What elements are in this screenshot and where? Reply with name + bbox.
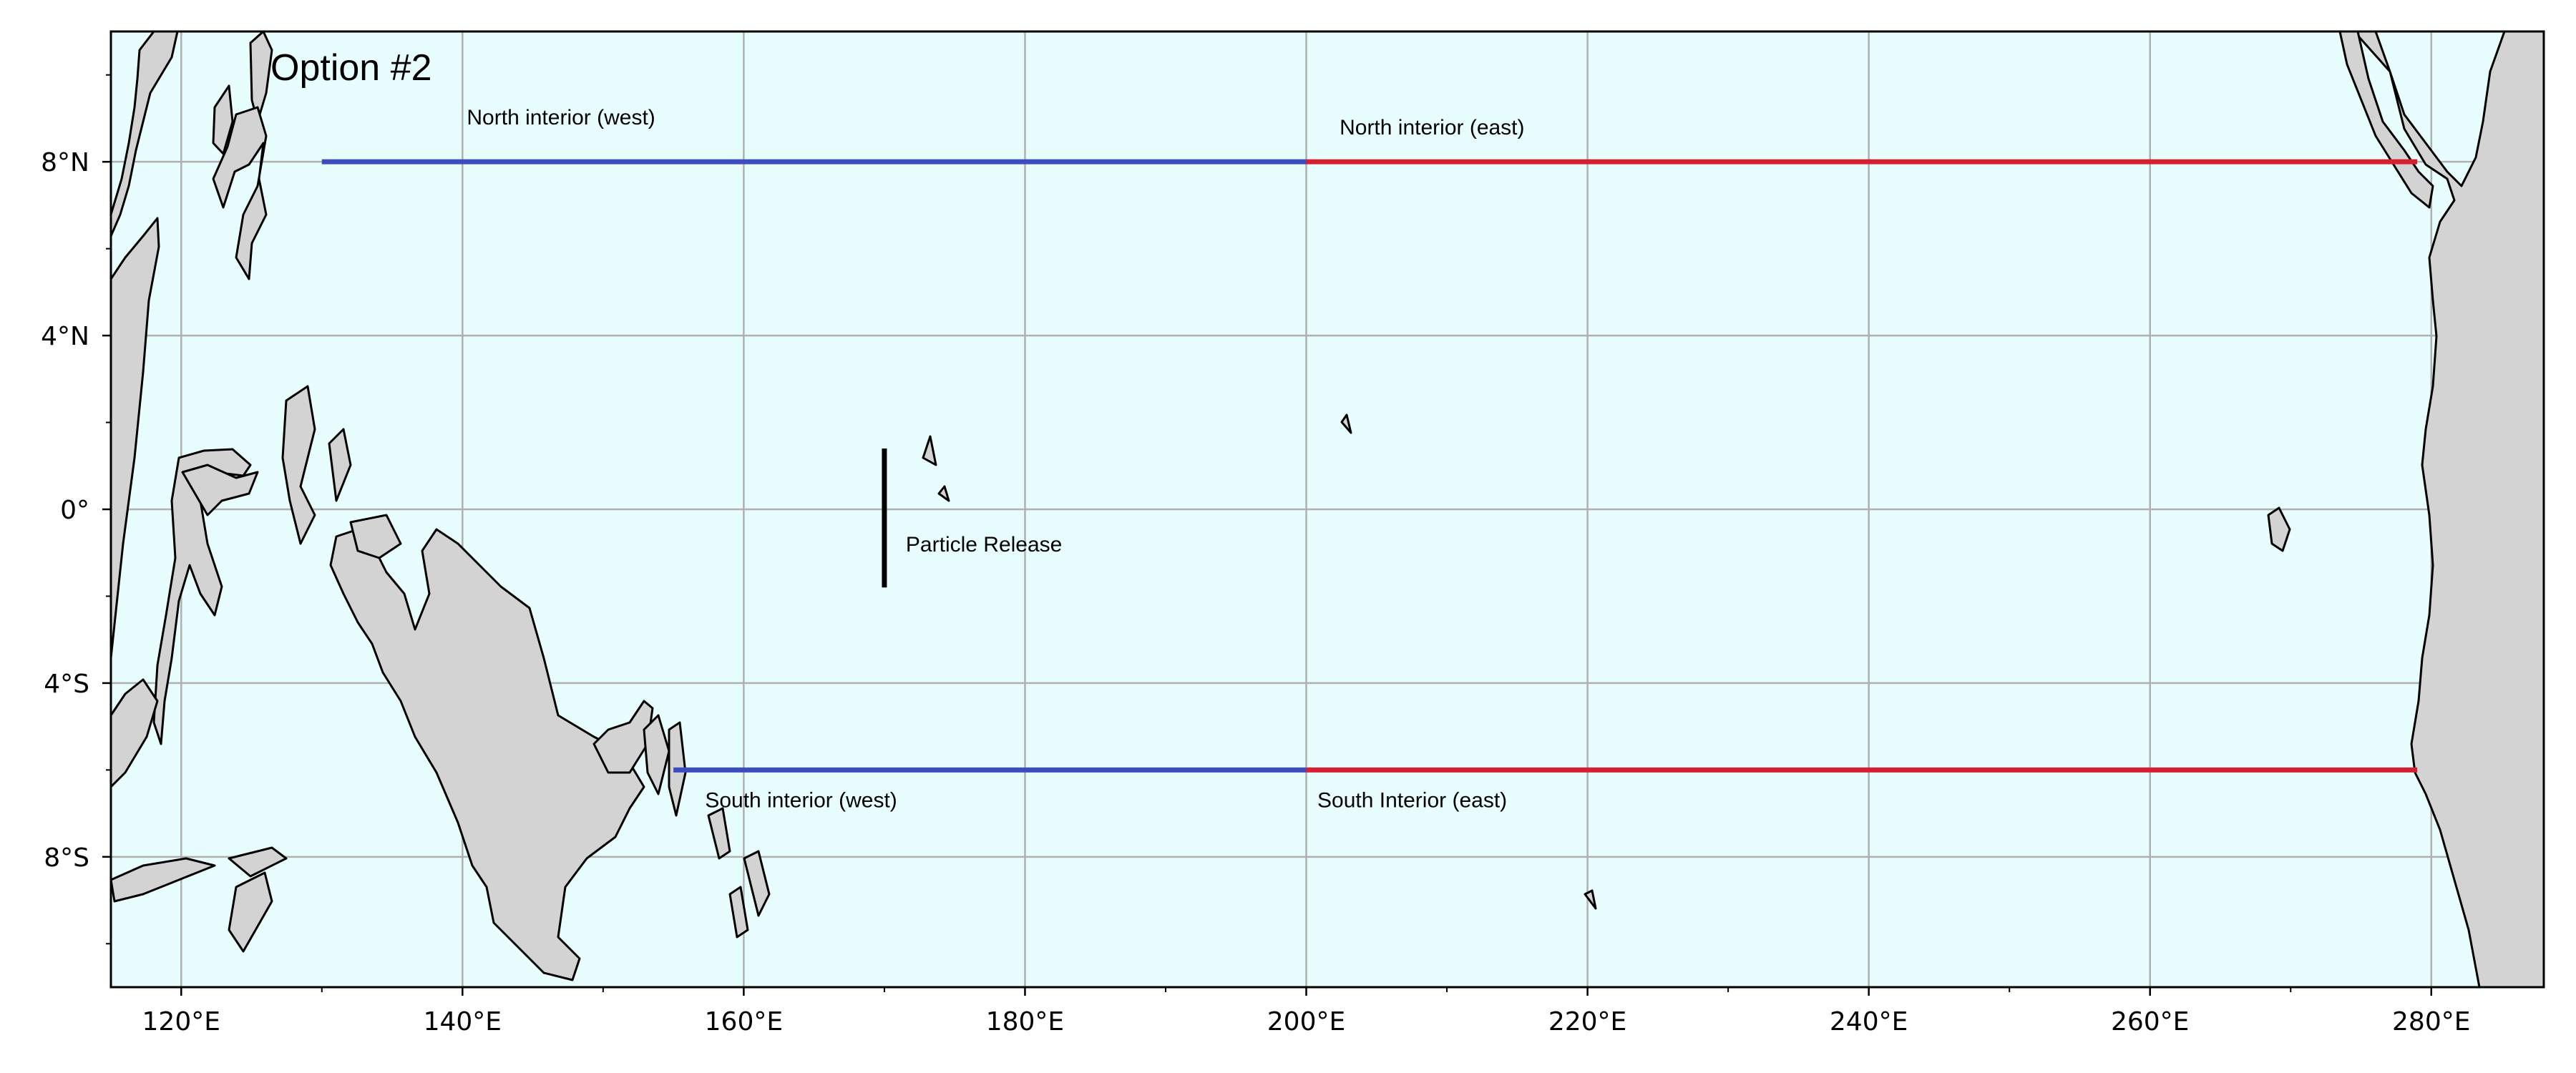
- sulawesi-landmass: [152, 448, 252, 745]
- galapagos-islands: [2267, 506, 2291, 552]
- solomon-island-1: [707, 807, 731, 860]
- route-label: South Interior (east): [1317, 788, 1507, 812]
- x-tick-label: 260°E: [2111, 1007, 2189, 1037]
- x-tick-label: 140°E: [424, 1007, 502, 1037]
- route-lines: [321, 159, 2418, 773]
- banda-island: [228, 871, 273, 953]
- visayas-island: [212, 84, 234, 155]
- x-tick-label: 220°E: [1548, 1007, 1626, 1037]
- line-islands: [1340, 413, 1352, 434]
- y-tick-label: 4°N: [41, 322, 89, 351]
- flores-island: [228, 846, 288, 878]
- new-britain-island: [592, 700, 654, 774]
- timor-island: [111, 857, 216, 903]
- land-masses: [111, 31, 2544, 987]
- halmahera-east: [328, 428, 352, 502]
- x-tick-label: 240°E: [1830, 1007, 1908, 1037]
- new-guinea-west: [349, 514, 402, 559]
- new-ireland-island: [643, 714, 670, 795]
- mindanao-north-landmass: [111, 31, 179, 237]
- route-label: North interior (east): [1340, 116, 1524, 139]
- sulawesi-arm: [181, 464, 259, 516]
- route-labels: North interior (west) North interior (eas…: [467, 106, 1524, 812]
- marquesas-islands: [1584, 889, 1597, 910]
- gilbert-islands: [937, 485, 950, 502]
- solomon-island-2: [743, 850, 771, 917]
- x-tick-label: 120°E: [142, 1007, 220, 1037]
- x-axis: 120°E 140°E 160°E 180°E 200°E 220°E 240°E 260°E…: [142, 987, 2471, 1037]
- solomon-island-3: [728, 886, 749, 939]
- y-tick-label: 0°: [60, 496, 89, 525]
- marshall-islands: [922, 435, 937, 466]
- x-tick-label: 180°E: [986, 1007, 1064, 1037]
- south-america-landmass: [2353, 31, 2544, 987]
- route-label: Particle Release: [906, 533, 1062, 557]
- route-label: North interior (west): [467, 106, 655, 129]
- x-tick-label: 280°E: [2392, 1007, 2470, 1037]
- y-tick-label: 4°S: [44, 670, 89, 699]
- route-label: South interior (west): [705, 788, 897, 812]
- mindanao-landmass: [212, 106, 268, 280]
- halmahera-island: [281, 385, 316, 545]
- philippines-landmass: [111, 217, 160, 660]
- y-tick-label: 8°S: [44, 843, 89, 873]
- borneo-landmass: [111, 678, 159, 788]
- x-tick-label: 200°E: [1267, 1007, 1345, 1037]
- map-title: Option #2: [270, 47, 432, 89]
- visayas-island-2: [249, 31, 273, 123]
- x-tick-label: 160°E: [705, 1007, 783, 1037]
- y-tick-label: 8°N: [41, 148, 89, 177]
- new-guinea-landmass: [329, 528, 645, 981]
- y-axis: 8°N 4°N 0° 4°S 8°S: [41, 74, 111, 945]
